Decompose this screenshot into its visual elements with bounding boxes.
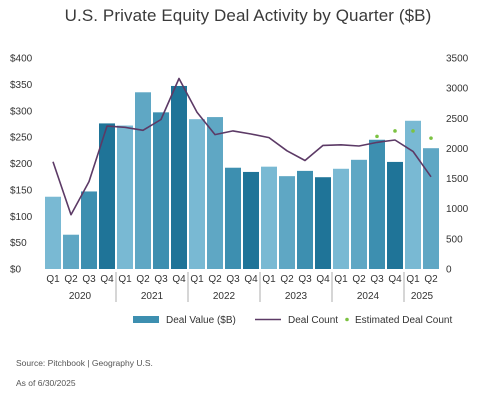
x-tick-label: Q3	[82, 274, 96, 285]
bar-deal-value	[63, 234, 79, 269]
x-tick-label: Q2	[280, 274, 294, 285]
bar-deal-value	[153, 112, 169, 270]
bar-deal-value	[243, 171, 259, 269]
bar-series	[45, 85, 439, 270]
x-tick-label: Q3	[226, 274, 240, 285]
chart-title: U.S. Private Equity Deal Activity by Qua…	[64, 6, 432, 25]
bar-deal-value	[423, 148, 439, 269]
y-axis-left: $0 $50 $100 $150 $200 $250 $300 $350 $400	[10, 54, 33, 276]
bar-deal-value	[81, 191, 97, 269]
x-tick-label: Q3	[298, 274, 312, 285]
point-estimated-deal-count	[393, 129, 397, 133]
legend-swatch-estimated-deal-count	[345, 317, 349, 322]
bar-deal-value	[189, 119, 205, 269]
bar-deal-value	[297, 170, 313, 269]
bar-deal-value	[171, 85, 187, 270]
bar-deal-value	[225, 167, 241, 269]
x-tick-label: Q1	[46, 274, 60, 285]
bar-deal-value	[315, 177, 331, 269]
line-deal-count	[52, 77, 432, 216]
x-tick-label: Q2	[64, 274, 78, 285]
bar-deal-value	[405, 120, 421, 270]
bar-deal-value	[117, 125, 133, 270]
x-tick-label: Q1	[262, 274, 276, 285]
x-tick-label: Q1	[118, 274, 132, 285]
bar-deal-value	[261, 166, 277, 269]
bar-deal-value	[369, 139, 385, 269]
x-year-label: 2025	[411, 291, 434, 302]
x-tick-label: Q4	[100, 274, 114, 285]
y-right-tick-label: 3500	[446, 54, 469, 65]
y-left-tick-label: $50	[10, 238, 27, 249]
x-tick-label: Q1	[190, 274, 204, 285]
x-axis: Q1 Q2 Q3 Q4 Q1 Q2 Q3 Q4 Q1 Q2 Q3 Q4 Q1 Q2 Q3 Q4 Q1 Q2 Q3 Q4…	[46, 272, 438, 302]
x-year-label: 2020	[69, 291, 92, 302]
legend-swatch-deal-value	[133, 316, 159, 323]
point-estimated-deal-count	[411, 129, 415, 133]
y-left-tick-label: $200	[10, 159, 33, 170]
y-left-tick-label: $350	[10, 80, 33, 91]
x-tick-label: Q4	[388, 274, 402, 285]
y-right-tick-label: 2500	[446, 114, 469, 125]
y-left-tick-label: $0	[10, 265, 22, 276]
legend-label-deal-value: Deal Value ($B)	[166, 315, 236, 326]
x-year-label: 2023	[285, 291, 308, 302]
legend: Deal Value ($B) Deal Count Estimated Dea…	[133, 315, 452, 326]
bar-deal-value	[279, 176, 295, 269]
x-tick-label: Q3	[370, 274, 384, 285]
y-right-tick-label: 500	[446, 234, 463, 245]
x-tick-label: Q2	[424, 274, 438, 285]
bar-deal-value	[45, 196, 61, 269]
y-axis-right: 0 500 1000 1500 2000 2500 3000 3500	[446, 54, 469, 276]
x-year-label: 2022	[213, 291, 236, 302]
x-tick-label: Q2	[136, 274, 150, 285]
bar-deal-value	[333, 168, 349, 269]
bar-deal-value	[387, 161, 403, 269]
x-year-label: 2021	[141, 291, 164, 302]
bar-deal-value	[135, 92, 151, 269]
bar-deal-value	[207, 117, 223, 269]
y-left-tick-label: $250	[10, 133, 33, 144]
line-series	[52, 77, 432, 216]
y-left-tick-label: $400	[10, 54, 33, 65]
y-right-tick-label: 1000	[446, 204, 469, 215]
y-left-tick-label: $150	[10, 185, 33, 196]
x-tick-label: Q4	[316, 274, 330, 285]
y-left-tick-label: $300	[10, 106, 33, 117]
bar-deal-value	[351, 159, 367, 269]
source-note: Source: Pitchbook | Geography U.S.	[16, 358, 153, 368]
estimated-points	[375, 129, 433, 140]
as-of-note: As of 6/30/2025	[16, 378, 76, 388]
y-right-tick-label: 1500	[446, 174, 469, 185]
bar-deal-value	[99, 123, 115, 269]
x-tick-label: Q2	[208, 274, 222, 285]
x-tick-label: Q2	[352, 274, 366, 285]
y-right-tick-label: 0	[446, 265, 452, 276]
y-right-tick-label: 2000	[446, 144, 469, 155]
point-estimated-deal-count	[429, 136, 433, 140]
x-tick-label: Q4	[244, 274, 258, 285]
x-year-label: 2024	[357, 291, 380, 302]
x-tick-label: Q3	[154, 274, 168, 285]
legend-label-deal-count: Deal Count	[288, 315, 338, 326]
x-tick-label: Q1	[334, 274, 348, 285]
x-tick-label: Q4	[172, 274, 186, 285]
y-left-tick-label: $100	[10, 212, 33, 223]
legend-label-estimated-deal-count: Estimated Deal Count	[355, 315, 452, 326]
y-right-tick-label: 3000	[446, 84, 469, 95]
point-estimated-deal-count	[375, 134, 379, 139]
x-tick-label: Q1	[406, 274, 420, 285]
